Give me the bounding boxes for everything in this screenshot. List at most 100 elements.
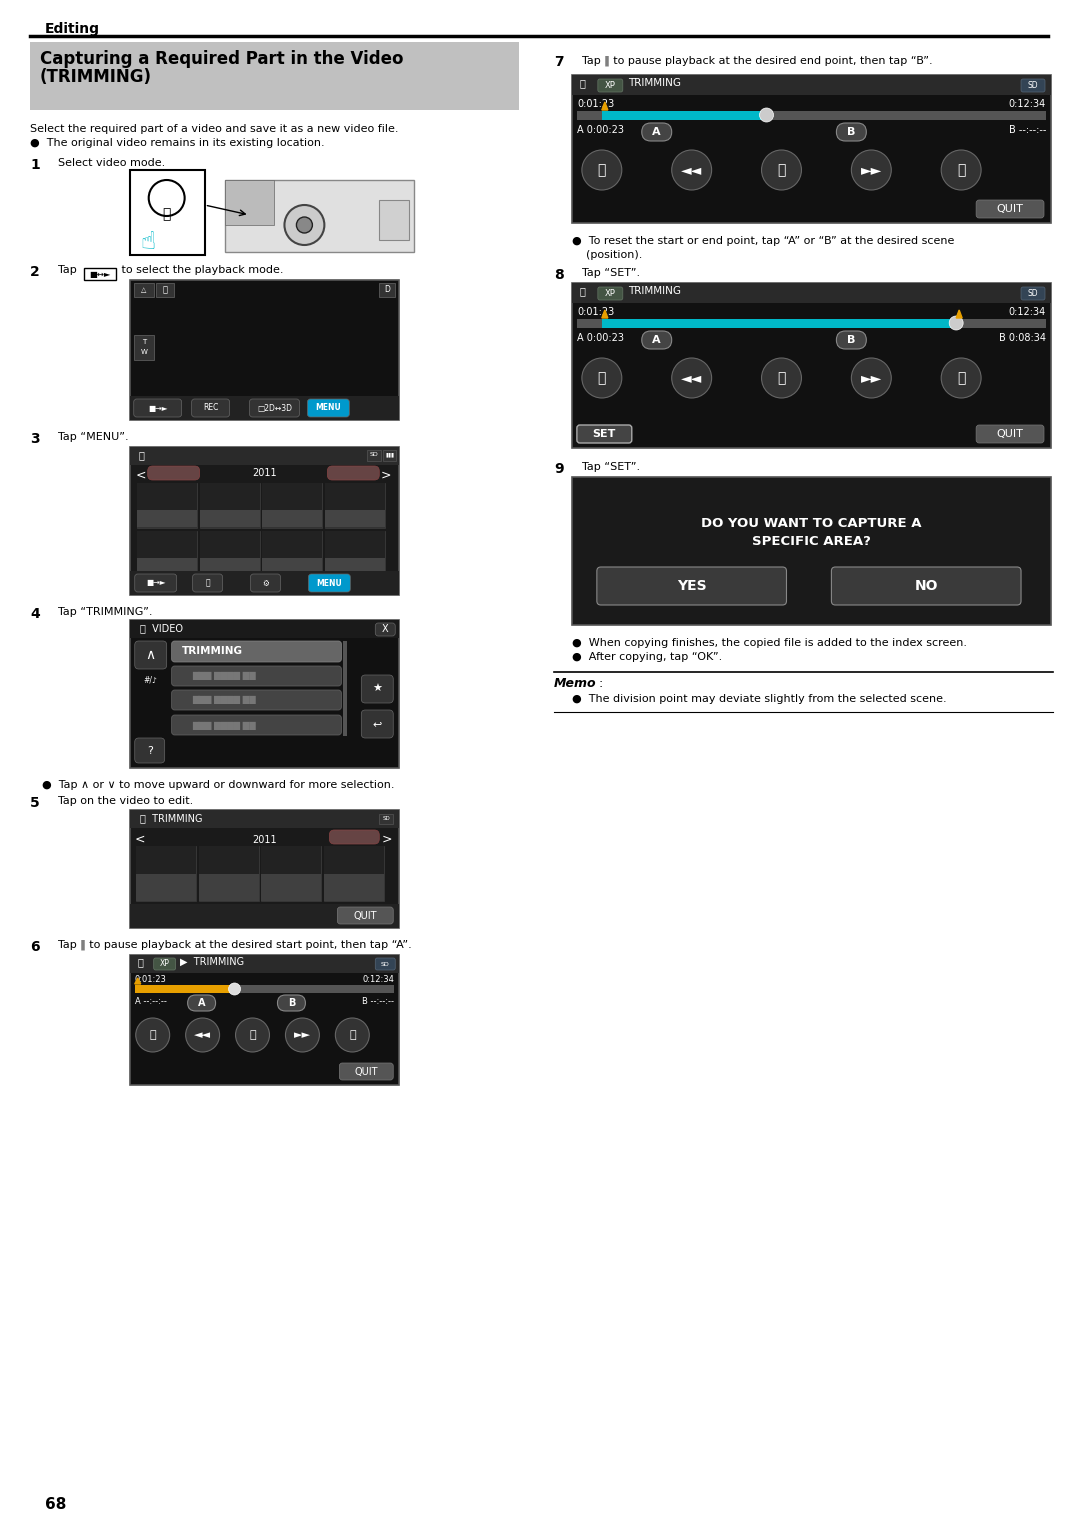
Text: ⛹: ⛹ bbox=[162, 208, 171, 221]
Bar bbox=[30, 43, 519, 110]
Text: ●  Tap ∧ or ∨ to move upward or downward for more selection.: ● Tap ∧ or ∨ to move upward or downward … bbox=[42, 780, 394, 789]
Text: B 0:08:34: B 0:08:34 bbox=[999, 333, 1047, 344]
Bar bbox=[572, 282, 1051, 302]
Text: ⚙: ⚙ bbox=[262, 579, 269, 588]
Text: W: W bbox=[140, 350, 147, 354]
Text: Tap on the video to edit.: Tap on the video to edit. bbox=[58, 796, 193, 806]
Bar bbox=[199, 873, 258, 901]
Bar bbox=[135, 985, 234, 993]
Text: ███ ████ ██: ███ ████ ██ bbox=[191, 695, 255, 704]
Circle shape bbox=[941, 357, 981, 399]
Text: 9: 9 bbox=[554, 463, 564, 476]
Text: △: △ bbox=[141, 287, 147, 293]
Text: 1: 1 bbox=[30, 157, 40, 173]
Text: Select video mode.: Select video mode. bbox=[58, 157, 165, 168]
Text: ◄◄: ◄◄ bbox=[681, 371, 702, 385]
Bar bbox=[130, 395, 400, 420]
Text: ⏸: ⏸ bbox=[249, 1031, 256, 1040]
Circle shape bbox=[336, 1019, 369, 1052]
Text: 2: 2 bbox=[30, 266, 40, 279]
Bar bbox=[225, 180, 415, 252]
Bar bbox=[577, 111, 1047, 121]
Bar bbox=[572, 476, 1051, 625]
Text: ■→►: ■→► bbox=[146, 579, 165, 588]
Text: <: < bbox=[135, 834, 145, 846]
FancyBboxPatch shape bbox=[172, 641, 341, 663]
Bar bbox=[137, 510, 197, 527]
FancyBboxPatch shape bbox=[577, 425, 632, 443]
Text: XP: XP bbox=[605, 81, 616, 90]
Bar bbox=[200, 557, 259, 576]
Bar bbox=[130, 954, 400, 1086]
Polygon shape bbox=[602, 310, 608, 318]
FancyBboxPatch shape bbox=[135, 641, 166, 669]
Text: TRIMMING: TRIMMING bbox=[627, 286, 680, 296]
Polygon shape bbox=[602, 102, 608, 110]
Text: SD: SD bbox=[1028, 81, 1038, 90]
FancyBboxPatch shape bbox=[172, 690, 341, 710]
Text: 🎬: 🎬 bbox=[138, 957, 144, 967]
Bar bbox=[262, 557, 322, 576]
Bar bbox=[572, 75, 1051, 223]
Text: QUIT: QUIT bbox=[354, 1067, 378, 1077]
Bar bbox=[325, 531, 386, 557]
Text: ⏭: ⏭ bbox=[349, 1031, 355, 1040]
Text: :: : bbox=[598, 676, 603, 690]
Bar bbox=[379, 814, 393, 825]
Text: YES: YES bbox=[677, 579, 706, 592]
Bar bbox=[137, 483, 197, 510]
Text: Tap ‖ to pause playback at the desired start point, then tap “A”.: Tap ‖ to pause playback at the desired s… bbox=[58, 941, 411, 950]
Bar bbox=[130, 571, 400, 596]
Text: (TRIMMING): (TRIMMING) bbox=[40, 69, 152, 86]
Text: ⏮: ⏮ bbox=[597, 163, 606, 177]
Text: ⏸: ⏸ bbox=[778, 371, 785, 385]
Text: SD: SD bbox=[382, 817, 390, 822]
Text: 🎬: 🎬 bbox=[580, 286, 585, 296]
FancyBboxPatch shape bbox=[308, 399, 349, 417]
Text: 2011: 2011 bbox=[252, 835, 276, 844]
Text: T: T bbox=[141, 339, 146, 345]
FancyBboxPatch shape bbox=[642, 124, 672, 140]
Circle shape bbox=[235, 1019, 270, 1052]
Text: 6: 6 bbox=[30, 941, 40, 954]
Text: 0:12:34: 0:12:34 bbox=[1009, 99, 1047, 108]
Text: B: B bbox=[287, 999, 295, 1008]
Bar bbox=[324, 846, 384, 873]
FancyBboxPatch shape bbox=[135, 574, 177, 592]
Bar bbox=[130, 169, 204, 255]
Bar bbox=[199, 846, 258, 901]
Bar bbox=[325, 557, 386, 576]
FancyBboxPatch shape bbox=[597, 567, 786, 605]
FancyBboxPatch shape bbox=[339, 1063, 393, 1080]
Bar bbox=[137, 531, 197, 576]
Bar bbox=[261, 846, 322, 901]
Text: REC: REC bbox=[203, 403, 218, 412]
Bar bbox=[130, 620, 400, 768]
Text: 🎬  VIDEO: 🎬 VIDEO bbox=[139, 623, 183, 634]
Text: SD: SD bbox=[381, 962, 390, 967]
Circle shape bbox=[296, 217, 312, 234]
Text: SET: SET bbox=[592, 429, 616, 438]
Text: B --:--:--: B --:--:-- bbox=[1009, 125, 1047, 134]
Text: 🎬  TRIMMING: 🎬 TRIMMING bbox=[139, 812, 202, 823]
Bar bbox=[325, 510, 386, 527]
Text: >: > bbox=[381, 469, 391, 483]
Bar bbox=[602, 111, 767, 121]
Text: 68: 68 bbox=[45, 1496, 66, 1512]
Bar bbox=[136, 846, 195, 901]
Text: (position).: (position). bbox=[585, 250, 643, 260]
Text: ■↔►: ■↔► bbox=[90, 269, 110, 278]
Text: 2011: 2011 bbox=[252, 467, 276, 478]
Circle shape bbox=[229, 983, 241, 996]
Text: Tap “MENU”.: Tap “MENU”. bbox=[58, 432, 129, 441]
Circle shape bbox=[582, 150, 622, 189]
FancyBboxPatch shape bbox=[337, 907, 393, 924]
Bar bbox=[200, 483, 259, 528]
Text: 0:01:23: 0:01:23 bbox=[577, 99, 615, 108]
Text: ●  After copying, tap “OK”.: ● After copying, tap “OK”. bbox=[572, 652, 723, 663]
FancyBboxPatch shape bbox=[309, 574, 350, 592]
Text: QUIT: QUIT bbox=[353, 912, 377, 921]
Text: SD: SD bbox=[1028, 289, 1038, 298]
Bar bbox=[324, 846, 384, 901]
Text: #/♪: #/♪ bbox=[144, 675, 158, 684]
